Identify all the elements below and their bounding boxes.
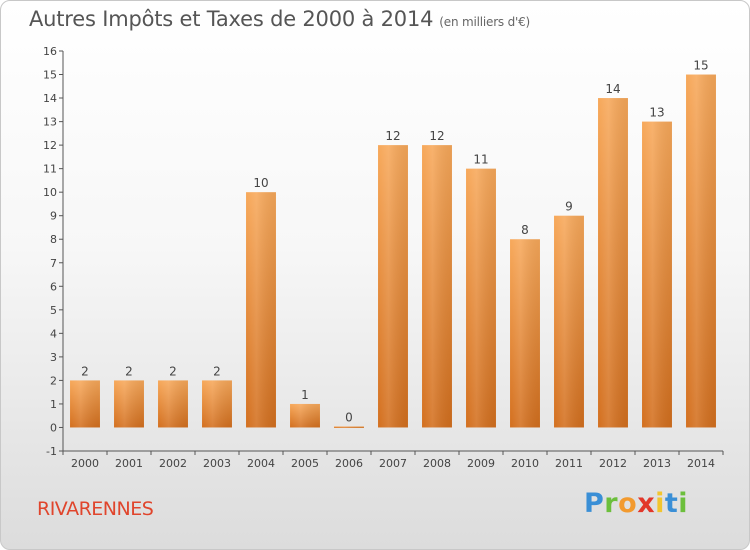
bar-shine [598, 98, 628, 428]
bar-shine [422, 145, 452, 428]
y-tick-label: 10 [43, 186, 57, 199]
y-tick-label: 15 [43, 69, 57, 82]
bar-shine [378, 145, 408, 428]
bar-value-label: 2 [81, 364, 89, 378]
bar-value-label: 11 [473, 153, 488, 167]
logo-letter: P [584, 488, 605, 519]
x-tick-label: 2007 [379, 457, 407, 470]
y-tick-label: 7 [50, 257, 57, 270]
bar-shine [554, 215, 584, 428]
bar-value-label: 2 [213, 364, 221, 378]
bar-value-label: 14 [605, 82, 620, 96]
y-tick-label: 5 [50, 304, 57, 317]
x-tick-label: 2013 [643, 457, 671, 470]
x-tick-label: 2006 [335, 457, 363, 470]
x-tick-label: 2008 [423, 457, 451, 470]
y-tick-label: 9 [50, 210, 57, 223]
bar-shine [158, 380, 188, 428]
chart-subtitle: (en milliers d'€) [439, 15, 531, 29]
logo-letter: t [664, 488, 679, 519]
bars [70, 74, 716, 428]
bar-shine [334, 426, 364, 428]
bar-value-label: 0 [345, 410, 353, 424]
logo-letter: i [655, 488, 665, 519]
x-tick-label: 2003 [203, 457, 231, 470]
y-tick-label: 8 [50, 233, 57, 246]
bar-value-label: 2 [125, 364, 133, 378]
x-tick-label: 2000 [71, 457, 99, 470]
x-tick-label: 2010 [511, 457, 539, 470]
y-tick-label: 16 [43, 45, 57, 58]
logo-letter: r [604, 488, 619, 519]
proxiti-logo: Proxiti [584, 488, 688, 519]
chart-title: Autres Impôts et Taxes de 2000 à 2014 (en… [29, 7, 530, 31]
x-tick-label: 2002 [159, 457, 187, 470]
logo-letter: x [637, 488, 656, 519]
bar-shine [114, 380, 144, 428]
bar-shine [642, 121, 672, 428]
y-tick-label: 0 [50, 421, 57, 434]
bar-shine [510, 239, 540, 428]
y-tick-label: 6 [50, 280, 57, 293]
bar-shine [466, 168, 496, 428]
bar-value-label: 13 [649, 106, 664, 120]
logo-letter: i [678, 488, 689, 519]
bar-shine [202, 380, 232, 428]
y-tick-label: 3 [50, 351, 57, 364]
chart-title-text: Autres Impôts et Taxes de 2000 à 2014 [29, 7, 434, 31]
bar-value-label: 2 [169, 364, 177, 378]
logo-letter: o [618, 488, 638, 519]
y-tick-label: 1 [50, 398, 57, 411]
y-tick-label: 12 [43, 139, 57, 152]
bar-value-label: 9 [565, 200, 573, 214]
bar-value-label: 15 [693, 59, 708, 73]
bar-shine [686, 74, 716, 428]
bar-value-label: 12 [385, 129, 400, 143]
x-tick-label: 2014 [687, 457, 715, 470]
bar-shine [70, 380, 100, 428]
y-tick-label: 14 [43, 92, 57, 105]
bar-value-label: 8 [521, 223, 529, 237]
x-tick-label: 2005 [291, 457, 319, 470]
x-tick-label: 2012 [599, 457, 627, 470]
bar-value-label: 1 [301, 388, 309, 402]
bar-value-label: 10 [253, 176, 268, 190]
x-tick-label: 2009 [467, 457, 495, 470]
y-tick-label: -1 [46, 445, 57, 458]
y-tick-label: 4 [50, 327, 57, 340]
y-tick-label: 2 [50, 374, 57, 387]
y-tick-label: 11 [43, 163, 57, 176]
bar-shine [246, 192, 276, 428]
x-tick-label: 2004 [247, 457, 275, 470]
bar-shine [290, 403, 320, 428]
y-tick-label: 13 [43, 116, 57, 129]
commune-name: RIVARENNES [37, 498, 154, 520]
x-tick-label: 2001 [115, 457, 143, 470]
bar-value-label: 12 [429, 129, 444, 143]
x-tick-label: 2011 [555, 457, 583, 470]
